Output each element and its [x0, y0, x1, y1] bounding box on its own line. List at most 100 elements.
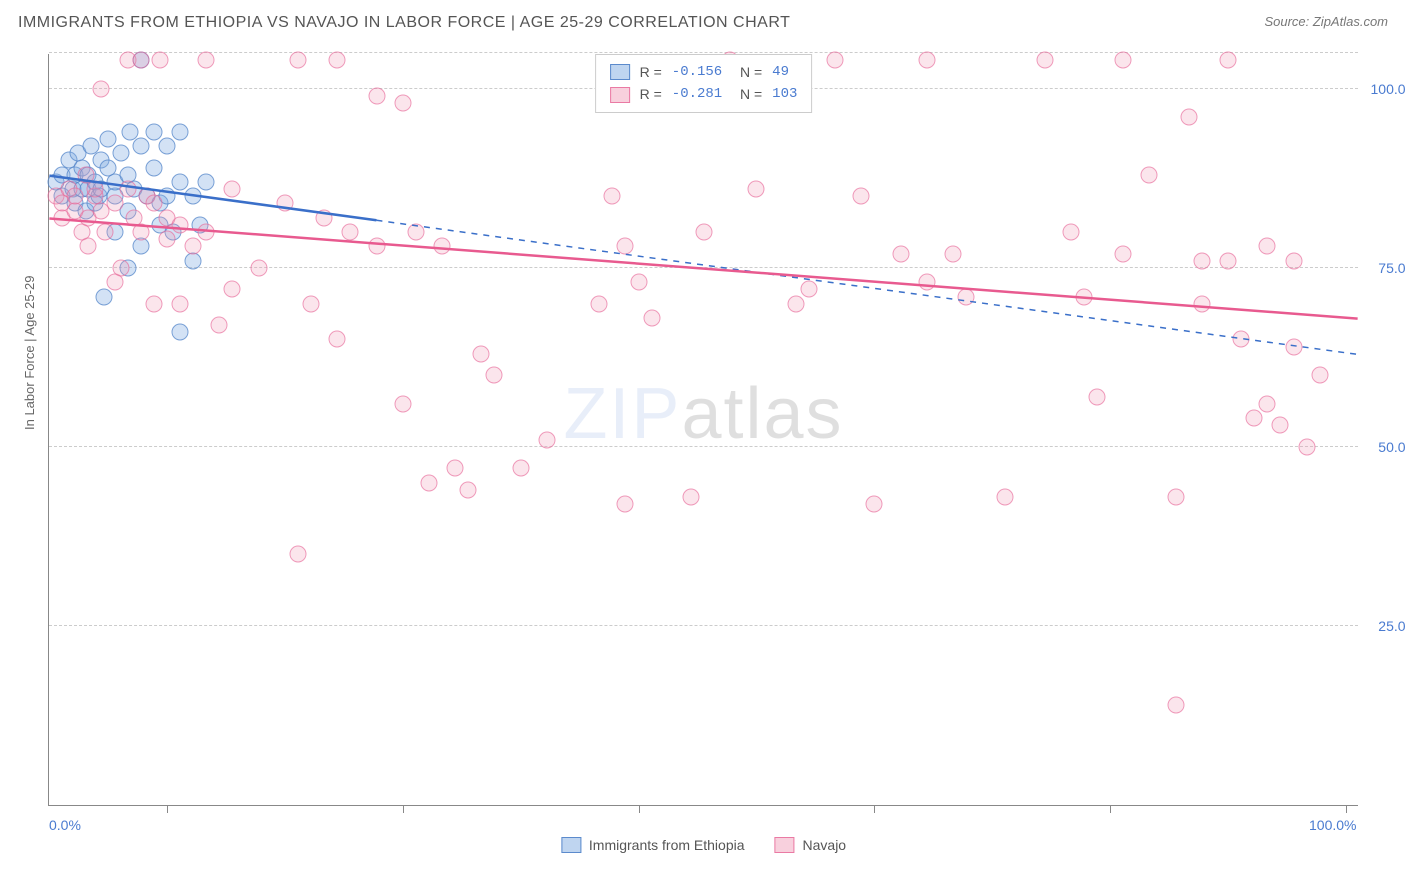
n-label: N =	[732, 61, 762, 83]
data-point-pink	[132, 52, 149, 69]
y-tick-label: 50.0%	[1378, 439, 1406, 455]
r-label: R =	[640, 83, 662, 105]
data-point-pink	[106, 195, 123, 212]
data-point-pink	[276, 195, 293, 212]
data-point-pink	[447, 460, 464, 477]
data-point-pink	[342, 224, 359, 241]
data-point-pink	[630, 274, 647, 291]
data-point-blue	[145, 123, 162, 140]
regression-lines	[49, 54, 1358, 805]
data-point-pink	[617, 238, 634, 255]
data-point-pink	[289, 546, 306, 563]
data-point-pink	[1259, 395, 1276, 412]
swatch-blue	[561, 837, 581, 853]
data-point-pink	[113, 259, 130, 276]
y-axis-label: In Labor Force | Age 25-29	[22, 276, 37, 430]
data-point-pink	[329, 52, 346, 69]
data-point-pink	[1233, 331, 1250, 348]
source-attribution: Source: ZipAtlas.com	[1264, 14, 1388, 29]
data-point-pink	[1193, 295, 1210, 312]
data-point-pink	[997, 489, 1014, 506]
data-point-pink	[1285, 252, 1302, 269]
data-point-blue	[198, 173, 215, 190]
gridline	[49, 52, 1358, 53]
data-point-pink	[787, 295, 804, 312]
data-point-pink	[617, 496, 634, 513]
series-legend: Immigrants from Ethiopia Navajo	[561, 837, 846, 853]
data-point-pink	[1193, 252, 1210, 269]
watermark: ZIPatlas	[563, 373, 843, 455]
data-point-pink	[1259, 238, 1276, 255]
data-point-pink	[132, 224, 149, 241]
data-point-pink	[1062, 224, 1079, 241]
legend-row-blue: R = -0.156 N = 49	[610, 61, 798, 83]
n-value-blue: 49	[772, 61, 789, 83]
r-value-pink: -0.281	[672, 83, 722, 105]
data-point-blue	[185, 188, 202, 205]
swatch-pink	[610, 87, 630, 103]
data-point-pink	[1298, 438, 1315, 455]
gridline	[49, 446, 1358, 447]
legend-item-pink: Navajo	[775, 837, 847, 853]
data-point-pink	[643, 310, 660, 327]
data-point-blue	[172, 173, 189, 190]
data-point-pink	[368, 238, 385, 255]
y-tick-label: 100.0%	[1371, 81, 1406, 97]
scatter-chart: ZIPatlas R = -0.156 N = 49 R = -0.281 N …	[48, 54, 1358, 806]
data-point-pink	[145, 295, 162, 312]
data-point-pink	[152, 52, 169, 69]
data-point-blue	[113, 145, 130, 162]
x-tick	[403, 805, 404, 813]
data-point-pink	[198, 224, 215, 241]
data-point-pink	[86, 181, 103, 198]
legend-item-blue: Immigrants from Ethiopia	[561, 837, 745, 853]
data-point-pink	[224, 181, 241, 198]
data-point-pink	[394, 95, 411, 112]
data-point-pink	[1285, 338, 1302, 355]
chart-title: IMMIGRANTS FROM ETHIOPIA VS NAVAJO IN LA…	[18, 14, 790, 32]
data-point-blue	[145, 159, 162, 176]
legend-row-pink: R = -0.281 N = 103	[610, 83, 798, 105]
data-point-pink	[1246, 410, 1263, 427]
data-point-pink	[800, 281, 817, 298]
x-tick-label: 100.0%	[1309, 817, 1356, 833]
data-point-pink	[473, 345, 490, 362]
swatch-blue	[610, 64, 630, 80]
x-tick	[167, 805, 168, 813]
data-point-pink	[211, 317, 228, 334]
data-point-pink	[1115, 52, 1132, 69]
data-point-blue	[96, 288, 113, 305]
data-point-pink	[958, 288, 975, 305]
data-point-pink	[1115, 245, 1132, 262]
x-tick	[874, 805, 875, 813]
r-value-blue: -0.156	[672, 61, 722, 83]
data-point-pink	[185, 238, 202, 255]
x-tick	[639, 805, 640, 813]
data-point-pink	[696, 224, 713, 241]
data-point-pink	[407, 224, 424, 241]
data-point-pink	[1141, 166, 1158, 183]
regression-line-blue-extrapolated	[376, 220, 1357, 354]
data-point-pink	[827, 52, 844, 69]
swatch-pink	[775, 837, 795, 853]
data-point-pink	[1272, 417, 1289, 434]
data-point-pink	[1167, 696, 1184, 713]
data-point-pink	[944, 245, 961, 262]
data-point-pink	[172, 216, 189, 233]
gridline	[49, 267, 1358, 268]
data-point-pink	[316, 209, 333, 226]
data-point-pink	[1075, 288, 1092, 305]
data-point-pink	[748, 181, 765, 198]
data-point-pink	[368, 87, 385, 104]
legend-label-blue: Immigrants from Ethiopia	[589, 837, 745, 853]
data-point-pink	[866, 496, 883, 513]
data-point-pink	[420, 474, 437, 491]
data-point-pink	[1220, 52, 1237, 69]
data-point-pink	[434, 238, 451, 255]
data-point-pink	[1089, 388, 1106, 405]
data-point-pink	[460, 481, 477, 498]
y-tick-label: 25.0%	[1378, 618, 1406, 634]
y-tick-label: 75.0%	[1378, 260, 1406, 276]
data-point-pink	[853, 188, 870, 205]
data-point-blue	[172, 123, 189, 140]
